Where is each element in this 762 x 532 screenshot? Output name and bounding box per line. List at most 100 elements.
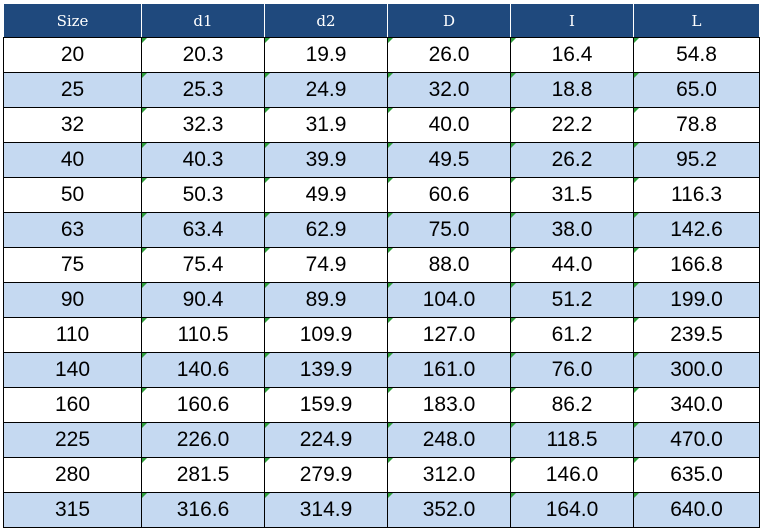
table-row: 160 160.6 159.9 183.0 86.2 340.0 bbox=[3, 387, 760, 423]
cell-d1: 40.3 bbox=[141, 142, 265, 178]
cell-l: 95.2 bbox=[633, 142, 760, 178]
cell-d-outer: 60.6 bbox=[387, 177, 511, 213]
cell-d2: 139.9 bbox=[264, 352, 388, 388]
cell-d-outer: 75.0 bbox=[387, 212, 511, 248]
cell-size: 20 bbox=[3, 37, 142, 73]
cell-d-outer: 26.0 bbox=[387, 37, 511, 73]
header-l: L bbox=[633, 3, 760, 38]
table-row: 63 63.4 62.9 75.0 38.0 142.6 bbox=[3, 212, 760, 248]
cell-l: 239.5 bbox=[633, 317, 760, 353]
cell-d2: 224.9 bbox=[264, 422, 388, 458]
header-d2: d2 bbox=[264, 3, 388, 38]
cell-d1: 226.0 bbox=[141, 422, 265, 458]
cell-l: 116.3 bbox=[633, 177, 760, 213]
cell-size: 63 bbox=[3, 212, 142, 248]
cell-size: 25 bbox=[3, 72, 142, 108]
cell-d1: 75.4 bbox=[141, 247, 265, 283]
cell-i: 44.0 bbox=[510, 247, 634, 283]
cell-d-outer: 88.0 bbox=[387, 247, 511, 283]
cell-i: 18.8 bbox=[510, 72, 634, 108]
cell-d1: 20.3 bbox=[141, 37, 265, 73]
cell-size: 140 bbox=[3, 352, 142, 388]
cell-d2: 279.9 bbox=[264, 457, 388, 493]
cell-d1: 110.5 bbox=[141, 317, 265, 353]
cell-l: 470.0 bbox=[633, 422, 760, 458]
cell-d2: 74.9 bbox=[264, 247, 388, 283]
cell-d2: 89.9 bbox=[264, 282, 388, 318]
cell-d2: 159.9 bbox=[264, 387, 388, 423]
cell-size: 90 bbox=[3, 282, 142, 318]
cell-l: 199.0 bbox=[633, 282, 760, 318]
cell-d1: 50.3 bbox=[141, 177, 265, 213]
cell-d2: 62.9 bbox=[264, 212, 388, 248]
cell-i: 118.5 bbox=[510, 422, 634, 458]
table-row: 75 75.4 74.9 88.0 44.0 166.8 bbox=[3, 247, 760, 283]
cell-l: 54.8 bbox=[633, 37, 760, 73]
cell-d1: 140.6 bbox=[141, 352, 265, 388]
cell-d2: 31.9 bbox=[264, 107, 388, 143]
header-d-outer: D bbox=[387, 3, 511, 38]
dimension-table-container: Size d1 d2 D I L 20 20.3 19.9 26.0 16.4 54.8 25 25.3… bbox=[3, 3, 760, 528]
cell-d-outer: 32.0 bbox=[387, 72, 511, 108]
table-row: 50 50.3 49.9 60.6 31.5 116.3 bbox=[3, 177, 760, 213]
cell-d2: 49.9 bbox=[264, 177, 388, 213]
header-size: Size bbox=[3, 3, 142, 38]
cell-d-outer: 104.0 bbox=[387, 282, 511, 318]
cell-d1: 32.3 bbox=[141, 107, 265, 143]
cell-l: 300.0 bbox=[633, 352, 760, 388]
cell-i: 26.2 bbox=[510, 142, 634, 178]
table-row: 140 140.6 139.9 161.0 76.0 300.0 bbox=[3, 352, 760, 388]
table-row: 280 281.5 279.9 312.0 146.0 635.0 bbox=[3, 457, 760, 493]
cell-d-outer: 161.0 bbox=[387, 352, 511, 388]
cell-l: 142.6 bbox=[633, 212, 760, 248]
cell-d-outer: 248.0 bbox=[387, 422, 511, 458]
cell-size: 160 bbox=[3, 387, 142, 423]
cell-l: 65.0 bbox=[633, 72, 760, 108]
cell-d-outer: 40.0 bbox=[387, 107, 511, 143]
cell-size: 225 bbox=[3, 422, 142, 458]
cell-d2: 109.9 bbox=[264, 317, 388, 353]
cell-d1: 316.6 bbox=[141, 492, 265, 528]
table-row: 32 32.3 31.9 40.0 22.2 78.8 bbox=[3, 107, 760, 143]
cell-i: 76.0 bbox=[510, 352, 634, 388]
cell-size: 50 bbox=[3, 177, 142, 213]
cell-d-outer: 352.0 bbox=[387, 492, 511, 528]
table-body: 20 20.3 19.9 26.0 16.4 54.8 25 25.3 24.9 32.0 18.8… bbox=[3, 37, 760, 528]
dimension-table: Size d1 d2 D I L 20 20.3 19.9 26.0 16.4 54.8 25 25.3… bbox=[3, 3, 760, 528]
cell-i: 22.2 bbox=[510, 107, 634, 143]
table-row: 40 40.3 39.9 49.5 26.2 95.2 bbox=[3, 142, 760, 178]
cell-size: 280 bbox=[3, 457, 142, 493]
cell-i: 164.0 bbox=[510, 492, 634, 528]
table-row: 90 90.4 89.9 104.0 51.2 199.0 bbox=[3, 282, 760, 318]
cell-l: 635.0 bbox=[633, 457, 760, 493]
header-d1: d1 bbox=[141, 3, 265, 38]
cell-d1: 90.4 bbox=[141, 282, 265, 318]
cell-d2: 19.9 bbox=[264, 37, 388, 73]
cell-i: 51.2 bbox=[510, 282, 634, 318]
cell-l: 640.0 bbox=[633, 492, 760, 528]
cell-d1: 160.6 bbox=[141, 387, 265, 423]
table-row: 110 110.5 109.9 127.0 61.2 239.5 bbox=[3, 317, 760, 353]
cell-d-outer: 183.0 bbox=[387, 387, 511, 423]
cell-d-outer: 49.5 bbox=[387, 142, 511, 178]
cell-i: 146.0 bbox=[510, 457, 634, 493]
cell-d1: 63.4 bbox=[141, 212, 265, 248]
table-row: 20 20.3 19.9 26.0 16.4 54.8 bbox=[3, 37, 760, 73]
cell-l: 78.8 bbox=[633, 107, 760, 143]
cell-size: 110 bbox=[3, 317, 142, 353]
cell-i: 61.2 bbox=[510, 317, 634, 353]
cell-i: 16.4 bbox=[510, 37, 634, 73]
cell-i: 38.0 bbox=[510, 212, 634, 248]
header-row: Size d1 d2 D I L bbox=[3, 3, 760, 38]
table-row: 25 25.3 24.9 32.0 18.8 65.0 bbox=[3, 72, 760, 108]
cell-i: 86.2 bbox=[510, 387, 634, 423]
cell-size: 315 bbox=[3, 492, 142, 528]
cell-d2: 24.9 bbox=[264, 72, 388, 108]
cell-d-outer: 127.0 bbox=[387, 317, 511, 353]
table-row: 315 316.6 314.9 352.0 164.0 640.0 bbox=[3, 492, 760, 528]
cell-d1: 281.5 bbox=[141, 457, 265, 493]
table-header: Size d1 d2 D I L bbox=[3, 3, 760, 38]
cell-size: 75 bbox=[3, 247, 142, 283]
cell-d2: 314.9 bbox=[264, 492, 388, 528]
table-row: 225 226.0 224.9 248.0 118.5 470.0 bbox=[3, 422, 760, 458]
